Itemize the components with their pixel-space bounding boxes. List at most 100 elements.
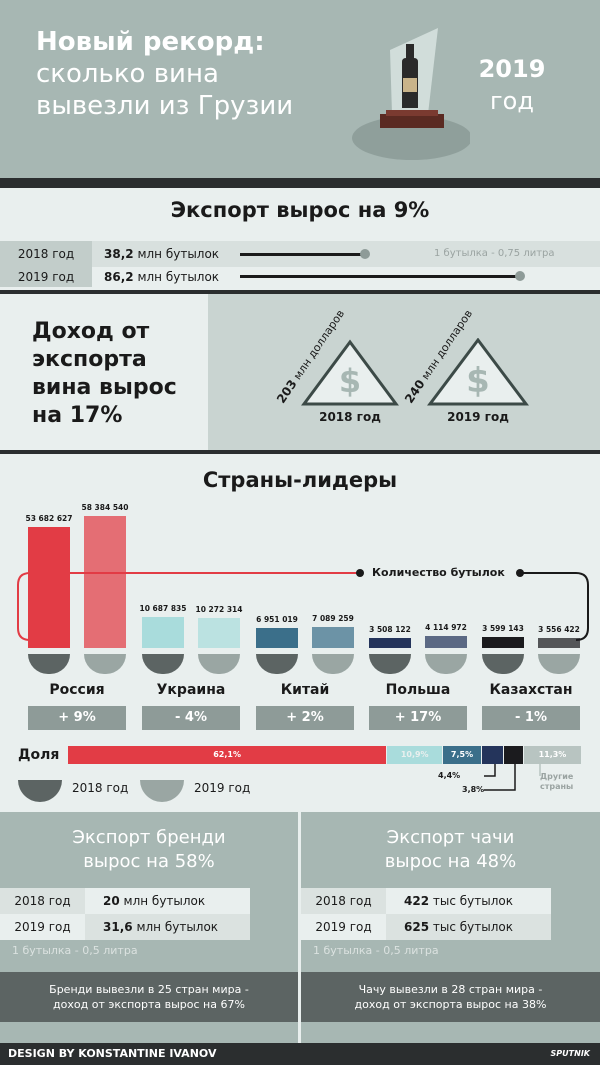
share-other-label-line1: Другие (540, 772, 574, 781)
chacha-summary-line2: доход от экспорта вырос на 38% (354, 998, 547, 1011)
export-value-2018: 38,2 млн бутылок (104, 241, 219, 267)
income-2019-year: 2019 год (447, 410, 509, 424)
country-label: Украина (156, 682, 226, 698)
income-title-line3: вина вырос (32, 375, 177, 400)
share-segment (504, 746, 523, 764)
legend-2018-swatch (18, 780, 62, 802)
chacha-note: 1 бутылка - 0,5 литра (313, 944, 439, 957)
income-2018-year: 2018 год (319, 410, 381, 424)
divider (0, 178, 600, 188)
brandy-summary-line2: доход от экспорта вырос на 67% (53, 998, 245, 1011)
export-dot-2018 (360, 249, 371, 259)
header-year-number: 2019 (478, 55, 546, 83)
share-connectors (484, 764, 541, 791)
export-value-2018-number: 38,2 (104, 247, 134, 261)
chacha-summary: Чачу вывезли в 28 стран мира - доход от … (301, 972, 600, 1022)
country-label: Польша (385, 682, 451, 698)
income-title-line2: экспорта (32, 347, 147, 372)
dollar-triangle-icon-2019: $ (427, 338, 529, 406)
divider (0, 450, 600, 454)
header-title-line3: вывезли из Грузии (36, 91, 294, 121)
income-title-line1: Доход от (32, 319, 150, 344)
chacha-row-2019: 2019 год 625 тыс бутылок (301, 914, 551, 940)
change-badge: + 9% (28, 706, 126, 730)
share-other-label: Другие страны (540, 772, 573, 792)
export-value-2018-unit: млн бутылок (137, 247, 220, 261)
header: Новый рекорд: сколько вина вывезли из Гр… (0, 0, 600, 178)
share-segment: 7,5% (443, 746, 481, 764)
leaders-title: Страны-лидеры (202, 468, 398, 492)
chacha-year-2019: 2019 год (301, 914, 386, 940)
share-small-label-poland: 4,4% (438, 771, 461, 780)
export-year-2018: 2018 год (0, 241, 92, 267)
export-value-2019-unit: млн бутылок (137, 270, 220, 284)
chacha-value-2018: 422 тыс бутылок (386, 888, 551, 914)
country-label: Китай (280, 682, 330, 698)
bar-value-label: 58 384 540 (81, 503, 129, 512)
trophy-icon (352, 28, 470, 160)
export-row-2018: 2018 год 38,2 млн бутылок 1 бутылка - 0,… (0, 241, 600, 267)
brandy-year-2018: 2018 год (0, 888, 85, 914)
brandy-value-2018-unit: млн бутылок (123, 894, 206, 908)
share-label: Доля (18, 747, 60, 763)
year-marker-2018 (28, 654, 70, 674)
share-other-label-line2: страны (540, 782, 574, 791)
chacha-panel: Экспорт чачи вырос на 48% 2018 год 422 т… (301, 812, 600, 1043)
change-badge: + 2% (256, 706, 354, 730)
brandy-value-2019: 31,6 млн бутылок (85, 914, 250, 940)
year-marker-2019 (425, 654, 467, 674)
svg-text:$: $ (466, 361, 490, 401)
country-label: Россия (49, 682, 105, 698)
chacha-value-2018-unit: тыс бутылок (432, 894, 513, 908)
divider (0, 290, 600, 294)
income-right-panel: $ 203 млн долларов 2018 год $ 240 млн до… (208, 294, 600, 450)
header-year-word: год (490, 87, 534, 115)
chacha-summary-line1: Чачу вывезли в 28 стран мира - (358, 983, 543, 996)
dollar-triangle-icon-2018: $ (301, 339, 399, 406)
year-marker-2019 (84, 654, 126, 674)
year-marker-2018 (256, 654, 298, 674)
brandy-note: 1 бутылка - 0,5 литра (12, 944, 138, 957)
year-marker-2019 (538, 654, 580, 674)
header-title-line1: Новый рекорд: (36, 27, 265, 57)
footer-credit: DESIGN BY KONSTANTINE IVANOV (8, 1047, 217, 1060)
income-2019-value: 240 (402, 377, 428, 406)
export-year-2019: 2019 год (0, 267, 92, 287)
chacha-year-2018: 2018 год (301, 888, 386, 914)
brandy-value-2018-number: 20 (103, 894, 120, 908)
sputnik-logo: SPUTNIK (550, 1049, 590, 1058)
bottles-connector (17, 569, 589, 641)
share-segment: 62,1% (68, 746, 387, 764)
chacha-value-2019: 625 тыс бутылок (386, 914, 551, 940)
chacha-value-2018-number: 422 (404, 894, 430, 908)
export-value-2019-number: 86,2 (104, 270, 134, 284)
chacha-title-line2: вырос на 48% (384, 851, 517, 872)
brandy-value-2019-unit: млн бутылок (136, 920, 219, 934)
year-marker-2018 (142, 654, 184, 674)
country-label: Казахстан (489, 682, 573, 698)
change-badge: - 4% (142, 706, 240, 730)
export-line-2019 (240, 275, 518, 278)
legend-2019-swatch (140, 780, 184, 802)
svg-text:$: $ (339, 362, 361, 400)
footer: DESIGN BY KONSTANTINE IVANOV SPUTNIK (0, 1043, 600, 1065)
change-badge: + 17% (369, 706, 467, 730)
share-bar: 62,1% 10,9% 7,5% 11,3% (68, 746, 582, 764)
share-segment (481, 746, 504, 764)
legend-2019-label: 2019 год (194, 781, 251, 795)
year-marker-2018 (482, 654, 524, 674)
income-2018-value: 203 (274, 377, 300, 406)
header-title-line2: сколько вина (36, 59, 219, 89)
export-title: Экспорт вырос на 9% (170, 198, 430, 222)
share-small-label-kazakhstan: 3,8% (462, 785, 485, 794)
brandy-title-line1: Экспорт бренди (72, 827, 226, 848)
change-badge: - 1% (482, 706, 580, 730)
bottles-label: Количество бутылок (370, 566, 507, 579)
export-value-2019: 86,2 млн бутылок (104, 267, 219, 287)
brandy-value-2018: 20 млн бутылок (85, 888, 250, 914)
income-left-panel: Доход от экспорта вина вырос на 17% (0, 294, 208, 450)
brandy-summary-line1: Бренди вывезли в 25 стран мира - (49, 983, 249, 996)
brandy-title-line2: вырос на 58% (83, 851, 215, 872)
brandy-year-2019: 2019 год (0, 914, 85, 940)
export-row-2019: 2019 год 86,2 млн бутылок (0, 267, 600, 287)
